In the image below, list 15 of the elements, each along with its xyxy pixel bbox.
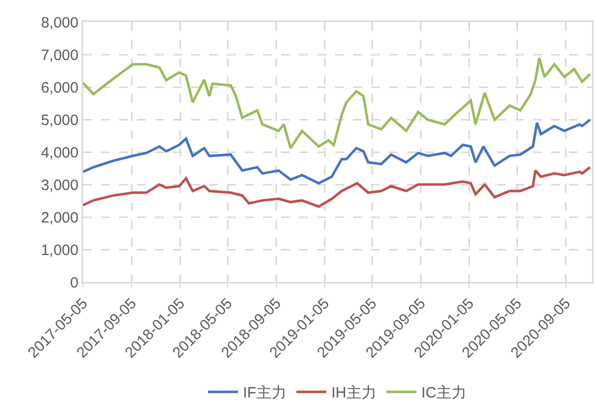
y-tick-label: 2,000	[40, 209, 78, 226]
line-series	[83, 118, 592, 184]
legend-label: IH主力	[331, 384, 376, 402]
y-tick-label: 4,000	[40, 144, 78, 162]
y-tick-label: 7,000	[40, 46, 78, 64]
y-tick-label: 1,000	[40, 242, 78, 259]
legend-label: IC主力	[421, 384, 466, 402]
y-tick-label: 5,000	[40, 112, 78, 129]
line-series	[83, 166, 592, 208]
y-tick-label: 8,000	[40, 14, 78, 32]
y-tick-label: 0	[70, 274, 78, 292]
line-series	[83, 56, 592, 150]
y-tick-label: 3,000	[40, 176, 78, 194]
legend-label: IF主力	[243, 384, 286, 402]
y-tick-label: 6,000	[40, 79, 78, 96]
